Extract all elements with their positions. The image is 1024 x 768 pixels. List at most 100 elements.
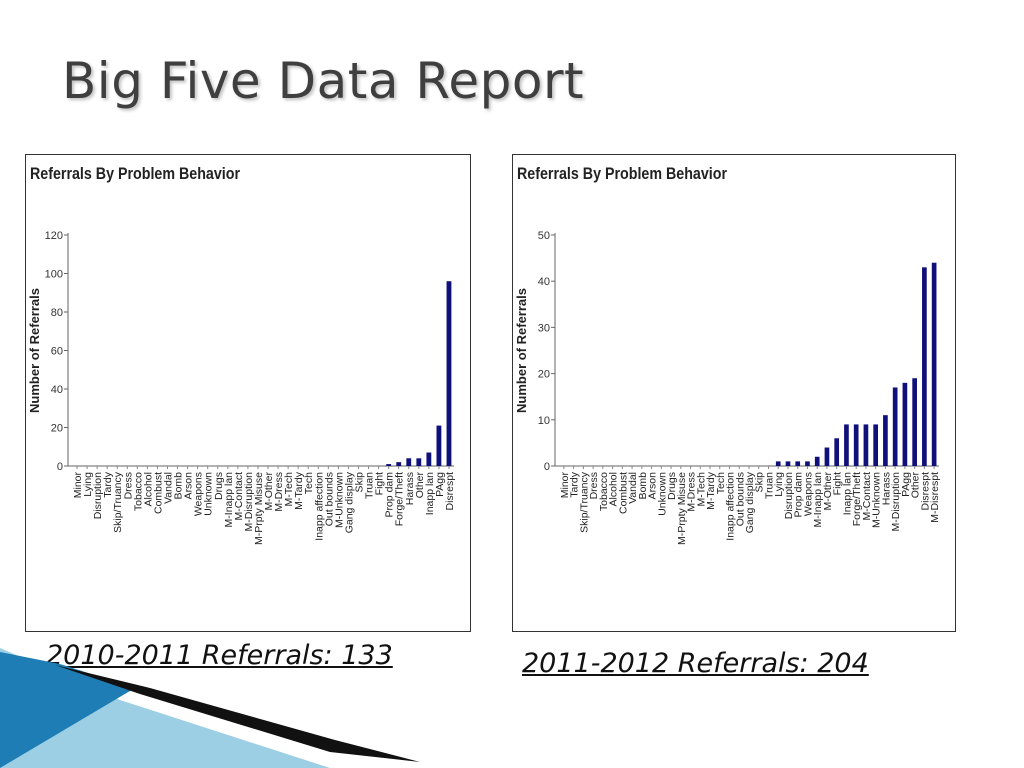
bar-lying — [775, 461, 781, 466]
bar-forge-theft — [396, 462, 402, 466]
chart-2011-2012: Referrals By Problem Behavior Number of R… — [512, 154, 956, 632]
x-tick-label: Minor — [72, 472, 84, 499]
x-tick-label: M-Inapp lan — [812, 472, 824, 528]
bar-m-disrespt — [931, 262, 937, 466]
x-tick-label: Prop dam — [793, 472, 805, 518]
x-tick-label: M-Contact — [233, 472, 245, 521]
x-tick-label: Other — [910, 472, 922, 499]
bar-m-other — [824, 447, 830, 466]
x-tick-label: Alcohol — [142, 472, 154, 506]
y-tick-label: 50 — [538, 230, 550, 242]
bar-pagg — [902, 382, 908, 466]
bar-forge-theft — [853, 424, 859, 466]
x-tick-label: Drugs — [666, 472, 678, 500]
x-tick-label: PAgg — [434, 472, 446, 497]
x-tick-label: Bomb — [173, 472, 185, 500]
x-tick-label: Out bounds — [734, 472, 746, 526]
chart-title: Referrals By Problem Behavior — [30, 164, 240, 183]
bar-other — [912, 378, 917, 466]
bar-m-inapp-lan — [814, 456, 820, 466]
x-tick-label: Vandal — [163, 472, 175, 504]
bar-other — [416, 458, 422, 466]
x-tick-label: Unknown — [203, 472, 215, 516]
chart-2010-2011-svg: Referrals By Problem Behavior Number of R… — [27, 164, 456, 545]
x-tick-label: Disrespt — [444, 472, 456, 511]
x-tick-label: M-Inapp lan — [223, 472, 235, 528]
x-tick-label: Fight — [374, 472, 386, 495]
bar-disrespt — [922, 267, 927, 466]
x-tick-label: Weapons — [193, 472, 205, 516]
x-tick-label: M-Other — [822, 472, 834, 511]
y-tick-label: 40 — [538, 276, 550, 288]
bar-inapp-lan — [844, 424, 849, 466]
bar-weapons — [805, 461, 810, 466]
x-tick-label: Dress — [122, 472, 134, 499]
y-tick-label: 120 — [45, 230, 63, 242]
bar-harass — [883, 415, 888, 466]
x-tick-label: Inapp affection — [313, 472, 325, 541]
x-tick-label: M-Unknown — [871, 472, 883, 528]
bar-m-contact — [863, 424, 869, 466]
x-tick-label: M-Dress — [273, 472, 285, 512]
bar-prop-dam — [386, 464, 392, 466]
x-tick-label: M-Prpty Misuse — [676, 472, 688, 545]
x-tick-label: Inapp lan — [841, 472, 853, 515]
x-tick-label: Skip — [754, 472, 766, 493]
x-tick-label: Tech — [303, 472, 315, 494]
x-tick-label: Forge/Theft — [394, 472, 406, 526]
x-tick-label: Inapp lan — [424, 472, 436, 515]
x-tick-label: PAgg — [900, 472, 912, 497]
x-tick-label: Disruption — [92, 472, 104, 519]
x-tick-label: M-Tech — [283, 472, 295, 507]
caption-2010-2011-referrals: 2010-2011 Referrals: 133 — [46, 640, 393, 671]
x-tick-label: Unknown — [656, 472, 668, 516]
x-tick-label: M-Tardy — [293, 471, 305, 510]
y-tick-label: 0 — [57, 461, 63, 473]
x-tick-label: Gang display — [343, 471, 355, 533]
x-tick-label: Disrespt — [919, 472, 931, 511]
x-tick-label: Disruption — [783, 472, 795, 519]
x-tick-label: Arson — [183, 472, 195, 500]
x-tick-label: Vandal — [627, 472, 639, 504]
x-tick-label: Harass — [404, 472, 416, 505]
x-tick-label: M-Tech — [695, 472, 707, 507]
x-tick-label: Tobacco — [598, 472, 610, 511]
y-tick-label: 60 — [51, 346, 63, 358]
bar-disruption — [785, 461, 791, 466]
bar-m-disruption — [892, 387, 898, 466]
x-tick-label: Truan — [364, 472, 376, 499]
x-tick-label: Skip/Truancy — [578, 471, 590, 533]
x-tick-label: Skip/Truancy — [112, 471, 124, 533]
x-tick-label: M-Prpty Misuse — [253, 472, 265, 545]
x-tick-label: M-Disruption — [890, 472, 902, 532]
bar-inapp-lan — [426, 452, 432, 466]
x-tick-label: Prop dam — [384, 472, 396, 518]
bar-fight — [834, 438, 840, 466]
x-tick-label: Combust — [152, 472, 164, 514]
x-tick-label: M-Dress — [686, 472, 698, 512]
x-tick-label: Tech — [715, 472, 727, 494]
x-tick-label: M-Disrespt — [929, 472, 941, 523]
x-tick-label: Weapons — [802, 472, 814, 516]
x-tick-label: M-Disruption — [243, 472, 255, 532]
x-tick-label: Inapp affection — [725, 472, 737, 541]
x-tick-label: Other — [414, 472, 426, 499]
y-tick-label: 10 — [538, 415, 550, 427]
chart-2010-2011: Referrals By Problem Behavior Number of R… — [25, 154, 471, 632]
x-tick-label: Skip — [354, 472, 366, 493]
y-tick-label: 0 — [544, 461, 550, 473]
y-tick-label: 20 — [51, 423, 63, 435]
y-tick-label: 20 — [538, 369, 550, 381]
slide-title: Big Five Data Report — [62, 52, 585, 110]
x-tick-label: Lying — [82, 472, 94, 497]
y-tick-label: 40 — [51, 384, 63, 396]
bar-m-unknown — [873, 424, 879, 466]
y-tick-label: 80 — [51, 307, 63, 319]
x-tick-label: M-Other — [263, 472, 275, 511]
caption-2011-2012-referrals: 2011-2012 Referrals: 204 — [522, 648, 869, 679]
x-tick-label: Forge/Theft — [851, 472, 863, 526]
x-tick-label: Tardy — [102, 471, 114, 497]
x-tick-label: Harass — [880, 472, 892, 505]
x-tick-label: Tardy — [569, 471, 581, 497]
bar-disrespt — [446, 281, 452, 466]
